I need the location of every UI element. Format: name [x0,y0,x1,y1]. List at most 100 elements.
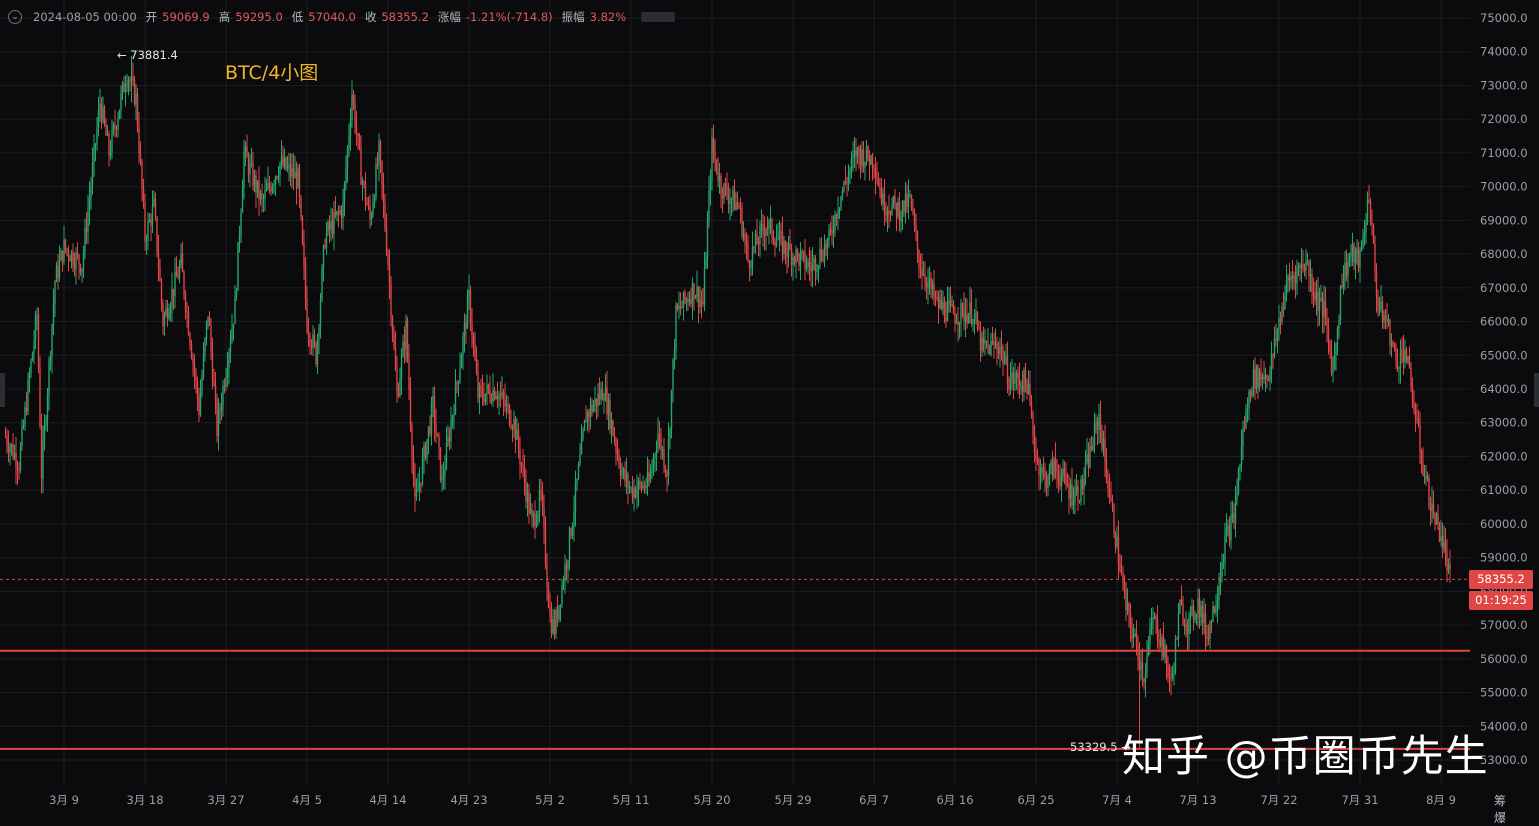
indicator-tab-handle[interactable] [641,12,676,22]
candle-body [241,187,244,213]
candle-body [1294,275,1297,284]
candle-body [1095,421,1097,424]
candle-body [232,323,235,328]
axis-tools[interactable]: 筹 爆 [1494,794,1513,825]
candle-body [1089,445,1091,468]
candle-body [1446,552,1448,571]
candle-body [426,439,428,459]
candle-body [417,489,419,492]
candle-body [1093,423,1096,446]
candle-body [1126,603,1129,611]
candle-body [349,120,352,136]
left-panel-handle[interactable] [0,373,5,407]
candle-body [51,325,53,357]
candle-body [757,243,760,245]
candle-body [1135,633,1138,645]
candle-body [1000,346,1003,348]
candle-body [1249,391,1252,397]
candle-body [705,259,707,268]
candle-body [673,349,676,360]
candle-body [409,389,412,427]
candle-body [7,445,10,453]
candle-body [201,376,203,394]
candle-body [937,296,940,309]
candle-body [664,467,667,472]
candle-body [330,220,332,230]
candle-body [250,162,253,164]
candle-body [1291,276,1294,279]
candle-body [532,513,535,517]
candle-body [1275,338,1277,341]
candle-body [157,251,160,268]
candle-body [496,396,499,400]
candle-body [1111,499,1114,507]
y-tick-label: 75000.0 [1480,11,1528,25]
candle-body [714,152,716,160]
candle-body [1047,480,1049,489]
candle-body [624,468,626,481]
candle-body [657,434,659,451]
candle-body [466,297,469,329]
candle-body [273,184,275,186]
candle-body [88,197,91,211]
candle-body [616,450,619,455]
candle-body [303,243,305,267]
candle-body [1362,236,1364,248]
candle-body [424,445,427,459]
candle-body [864,161,866,168]
candle-body [907,194,910,207]
candle-body [15,452,17,468]
candle-body [1432,503,1435,518]
candle-body [19,446,22,471]
candle-body [963,306,965,322]
candle-body [774,241,776,246]
right-panel-handle[interactable] [1534,373,1539,407]
candle-body [1377,296,1379,311]
candle-body [360,148,362,185]
candle-body [240,212,242,236]
candle-body [666,471,668,477]
candle-body [1261,376,1264,380]
candle-body [766,228,769,230]
candle-body [1392,341,1394,346]
candle-body [49,356,52,361]
candle-body [1209,621,1211,640]
candle-body [394,347,397,370]
candle-body [1201,605,1204,624]
collapse-icon[interactable]: ⌄ [8,10,22,24]
candle-body [469,289,472,323]
candle-body [960,303,962,323]
candle-body [1263,376,1265,379]
candle-body [559,604,562,606]
candle-body [162,303,164,327]
candle-body [492,389,494,403]
candle-body [1171,672,1174,679]
candle-body [337,210,340,213]
candle-body [843,181,845,191]
candle-body [247,157,250,175]
candle-body [103,107,106,124]
candle-body [381,161,383,185]
candle-body [660,434,662,451]
high-marker-label: ← 73881.4 [117,48,178,62]
candle-body [1195,613,1198,618]
candle-body [190,345,193,358]
candle-body [75,252,77,269]
candle-body [411,426,413,459]
candle-body [408,359,410,390]
candle-body [810,266,812,272]
candle-body [367,204,370,207]
candle-body [816,269,818,272]
y-tick-label: 66000.0 [1480,315,1528,329]
high-value: 59295.0 [235,10,283,24]
candle-body [1203,613,1205,624]
candle-body [430,402,433,434]
candle-body [1123,582,1126,591]
candle-body [1122,573,1124,583]
candle-body [694,296,697,299]
candle-body [487,384,490,390]
candle-body [1327,326,1330,342]
candle-body [856,147,859,158]
candle-body [829,229,832,231]
